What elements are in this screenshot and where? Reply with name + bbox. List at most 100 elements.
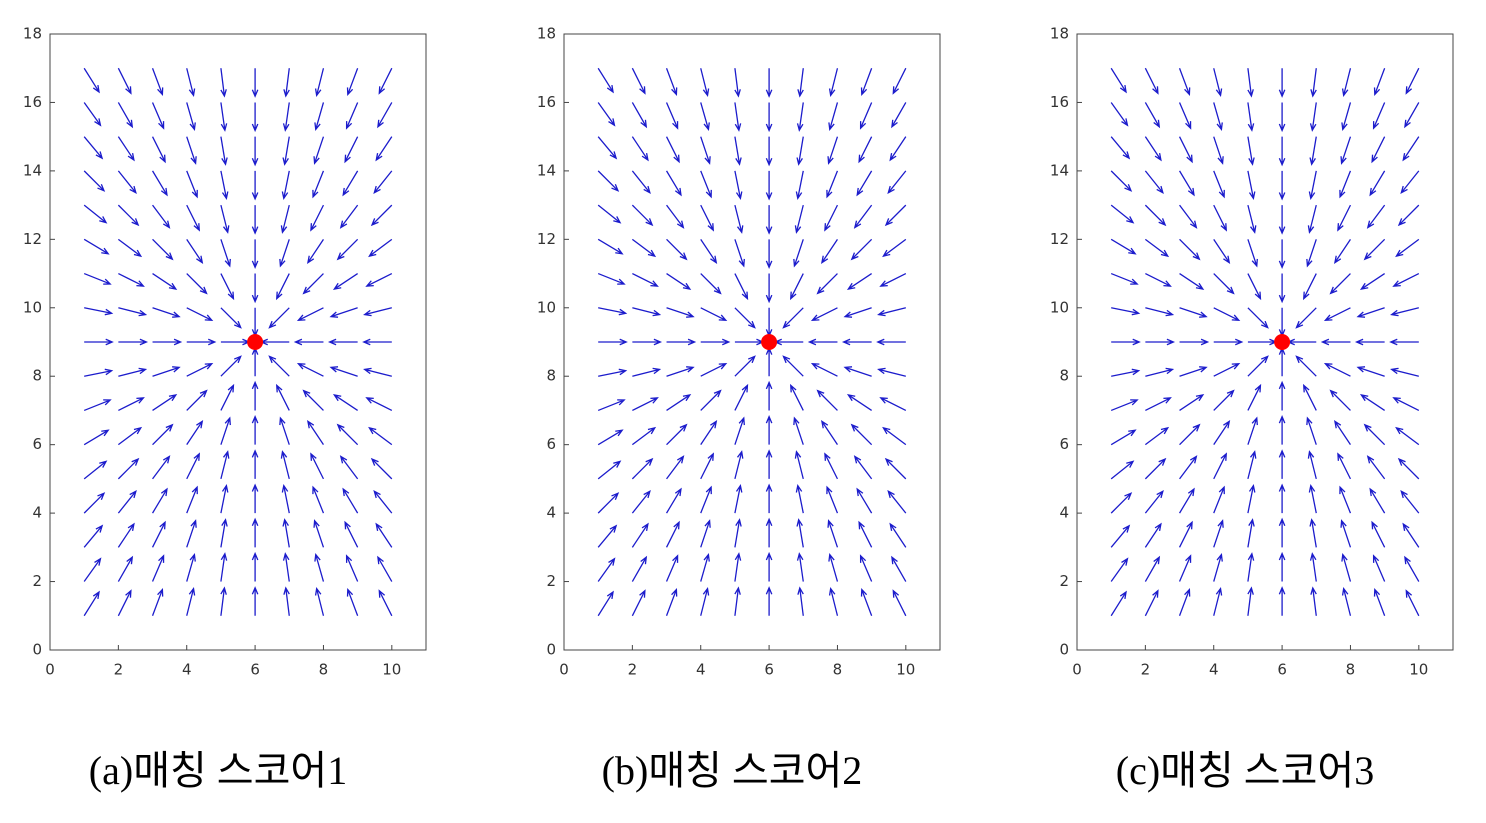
arrow bbox=[1369, 487, 1386, 514]
arrow bbox=[375, 136, 393, 162]
arrow bbox=[1178, 170, 1195, 197]
arrow bbox=[1278, 102, 1286, 133]
arrow bbox=[734, 170, 743, 200]
arrow bbox=[632, 397, 659, 412]
arrow bbox=[282, 136, 290, 166]
arrow bbox=[765, 102, 773, 133]
arrow bbox=[251, 68, 259, 98]
arrow bbox=[1213, 586, 1223, 616]
arrow bbox=[186, 362, 214, 377]
arrow bbox=[1110, 429, 1137, 446]
arrow bbox=[1145, 367, 1175, 377]
arrow bbox=[1110, 524, 1131, 548]
arrow bbox=[1213, 102, 1223, 131]
arrow bbox=[891, 555, 907, 582]
arrow bbox=[1278, 586, 1286, 616]
arrow bbox=[1247, 484, 1256, 514]
arrow bbox=[186, 136, 197, 165]
x-tick-label: 0 bbox=[45, 661, 55, 679]
arrow bbox=[1337, 204, 1352, 232]
y-tick-label: 16 bbox=[23, 93, 42, 111]
x-tick-label: 2 bbox=[1141, 661, 1151, 679]
arrow bbox=[1404, 102, 1420, 129]
arrow bbox=[117, 238, 143, 258]
arrow bbox=[117, 102, 134, 129]
arrow bbox=[765, 517, 773, 548]
arrow bbox=[339, 204, 359, 229]
arrow bbox=[329, 366, 358, 377]
y-tick-label: 10 bbox=[537, 298, 556, 316]
arrow bbox=[1110, 204, 1135, 224]
arrow bbox=[1323, 307, 1351, 322]
arrow bbox=[1111, 368, 1141, 377]
arrow bbox=[314, 68, 325, 98]
arrow bbox=[734, 484, 743, 514]
arrow bbox=[342, 487, 359, 514]
arrow bbox=[279, 239, 290, 268]
arrow bbox=[283, 586, 290, 616]
y-tick-label: 12 bbox=[537, 230, 556, 248]
arrow bbox=[597, 460, 622, 480]
arrow bbox=[1397, 204, 1420, 227]
arrow bbox=[1179, 238, 1201, 261]
arrow bbox=[1144, 238, 1170, 258]
arrow bbox=[1111, 338, 1141, 346]
arrow bbox=[83, 136, 104, 160]
y-tick-label: 6 bbox=[32, 435, 42, 453]
arrow bbox=[151, 520, 166, 548]
arrow bbox=[1278, 136, 1286, 167]
arrow bbox=[1144, 522, 1162, 548]
arrow bbox=[700, 485, 712, 514]
arrow bbox=[1392, 397, 1420, 412]
arrow bbox=[1178, 554, 1192, 582]
arrow bbox=[1247, 338, 1278, 346]
arrow bbox=[1309, 552, 1317, 582]
arrow bbox=[1247, 239, 1258, 268]
arrow bbox=[666, 338, 697, 346]
arrow bbox=[1145, 397, 1172, 412]
x-tick-label: 8 bbox=[1346, 661, 1356, 679]
arrow bbox=[1390, 367, 1419, 377]
arrow bbox=[1213, 136, 1224, 165]
arrow bbox=[828, 102, 839, 131]
arrow bbox=[186, 519, 197, 548]
arrow bbox=[1213, 485, 1225, 514]
arrow bbox=[597, 204, 622, 224]
arrow bbox=[1278, 307, 1286, 338]
arrow bbox=[1213, 170, 1225, 199]
arrow bbox=[810, 362, 838, 377]
arrow bbox=[83, 557, 102, 582]
arrow bbox=[879, 397, 907, 412]
arrow bbox=[1369, 170, 1386, 197]
arrow bbox=[296, 307, 324, 322]
arrow bbox=[1144, 102, 1161, 129]
arrow bbox=[186, 389, 208, 411]
arrow bbox=[251, 136, 259, 167]
x-tick-label: 0 bbox=[1072, 661, 1082, 679]
arrow bbox=[251, 205, 259, 235]
arrow bbox=[782, 355, 804, 377]
arrow bbox=[1278, 380, 1286, 411]
arrow bbox=[665, 587, 678, 617]
arrow bbox=[152, 338, 183, 346]
x-tick-label: 6 bbox=[764, 661, 774, 679]
y-tick-label: 8 bbox=[1059, 367, 1069, 385]
arrow bbox=[1373, 67, 1386, 97]
arrow bbox=[1389, 338, 1419, 346]
arrow bbox=[1309, 102, 1317, 132]
arrow bbox=[700, 452, 714, 480]
arrow bbox=[889, 522, 907, 548]
arrow bbox=[734, 273, 749, 301]
arrow bbox=[1395, 426, 1420, 446]
arrow bbox=[1390, 307, 1419, 317]
arrow bbox=[186, 273, 208, 295]
arrow bbox=[665, 487, 682, 514]
arrow bbox=[313, 519, 325, 548]
arrow bbox=[666, 393, 692, 411]
arrow bbox=[118, 367, 148, 377]
arrow bbox=[1341, 553, 1352, 582]
arrow bbox=[597, 492, 620, 514]
y-tick-label: 18 bbox=[23, 25, 42, 43]
arrow bbox=[251, 449, 259, 479]
